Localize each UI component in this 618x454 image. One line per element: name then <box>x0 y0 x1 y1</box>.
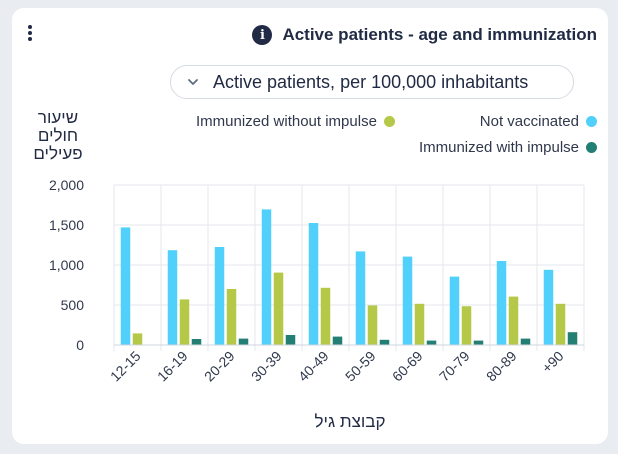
legend-label: Immunized without impulse <box>196 113 377 130</box>
y-tick-label: 500 <box>61 297 85 313</box>
bar-not-vaccinated <box>261 209 272 345</box>
bar-with-impulse <box>473 340 484 345</box>
card-header: i Active patients - age and immunization <box>252 24 597 46</box>
bar-without-impulse <box>226 289 237 345</box>
bar-with-impulse <box>238 338 249 345</box>
bar-not-vaccinated <box>543 269 554 345</box>
x-tick-label: 50-59 <box>342 348 379 385</box>
chevron-down-icon <box>187 76 199 88</box>
legend-item-without-impulse[interactable]: Immunized without impulse <box>196 113 395 130</box>
metric-dropdown[interactable]: Active patients, per 100,000 inhabitants <box>170 65 574 99</box>
info-icon[interactable]: i <box>252 25 273 45</box>
bar-without-impulse <box>367 305 378 345</box>
kebab-menu-icon[interactable] <box>22 22 38 44</box>
legend-label: Not vaccinated <box>479 113 579 130</box>
bar-with-impulse <box>520 338 531 345</box>
bar-with-impulse <box>426 340 437 345</box>
bar-with-impulse <box>567 332 578 345</box>
bar-without-impulse <box>461 306 472 345</box>
bar-not-vaccinated <box>402 256 413 345</box>
x-tick-label: 12-15 <box>107 348 144 385</box>
bar-not-vaccinated <box>496 261 507 345</box>
x-tick-label: 40-49 <box>295 348 332 385</box>
bar-not-vaccinated <box>355 251 366 345</box>
bar-without-impulse <box>508 296 519 345</box>
bar-without-impulse <box>132 333 143 345</box>
x-tick-label: 20-29 <box>201 348 238 385</box>
y-axis-title: שיעור חולים פעילים <box>33 108 83 163</box>
bar-with-impulse <box>285 335 296 345</box>
y-tick-label: 1,500 <box>49 217 84 233</box>
x-tick-label: 30-39 <box>248 348 285 385</box>
kebab-dot <box>28 31 32 35</box>
legend-swatch <box>383 116 395 127</box>
legend-swatch <box>586 142 597 153</box>
x-tick-label: +90 <box>539 348 567 376</box>
bar-without-impulse <box>414 303 425 345</box>
y-tick-label: 2,000 <box>49 177 84 193</box>
bar-without-impulse <box>320 287 331 345</box>
card-title: Active patients - age and immunization <box>282 25 597 44</box>
kebab-dot <box>28 25 32 29</box>
x-tick-label: 60-69 <box>389 348 426 385</box>
legend-item-not-vaccinated[interactable]: Not vaccinated <box>480 113 597 130</box>
bar-not-vaccinated <box>167 250 178 345</box>
legend-swatch <box>586 116 597 127</box>
bar-not-vaccinated <box>308 223 319 345</box>
bar-with-impulse <box>191 339 202 345</box>
bar-not-vaccinated <box>214 247 225 345</box>
bar-without-impulse <box>273 272 284 345</box>
kebab-dot <box>28 37 32 41</box>
legend-label: Immunized with impulse <box>418 139 579 156</box>
bar-with-impulse <box>379 339 390 345</box>
bar-without-impulse <box>179 299 190 345</box>
y-tick-label: 1,000 <box>49 257 84 273</box>
bar-without-impulse <box>555 303 566 345</box>
bar-not-vaccinated <box>449 276 460 345</box>
y-tick-label: 0 <box>76 337 84 353</box>
bar-not-vaccinated <box>120 227 131 345</box>
dropdown-value: Active patients, per 100,000 inhabitants <box>213 71 529 92</box>
x-tick-label: 16-19 <box>154 348 191 385</box>
bar-with-impulse <box>332 336 343 345</box>
legend-item-with-impulse[interactable]: Immunized with impulse <box>419 139 597 156</box>
chart-legend: Immunized without impulse Not vaccinated… <box>177 113 597 161</box>
x-axis-title: קבוצת גיל <box>314 412 386 431</box>
x-tick-label: 80-89 <box>483 348 520 385</box>
x-tick-label: 70-79 <box>436 348 473 385</box>
